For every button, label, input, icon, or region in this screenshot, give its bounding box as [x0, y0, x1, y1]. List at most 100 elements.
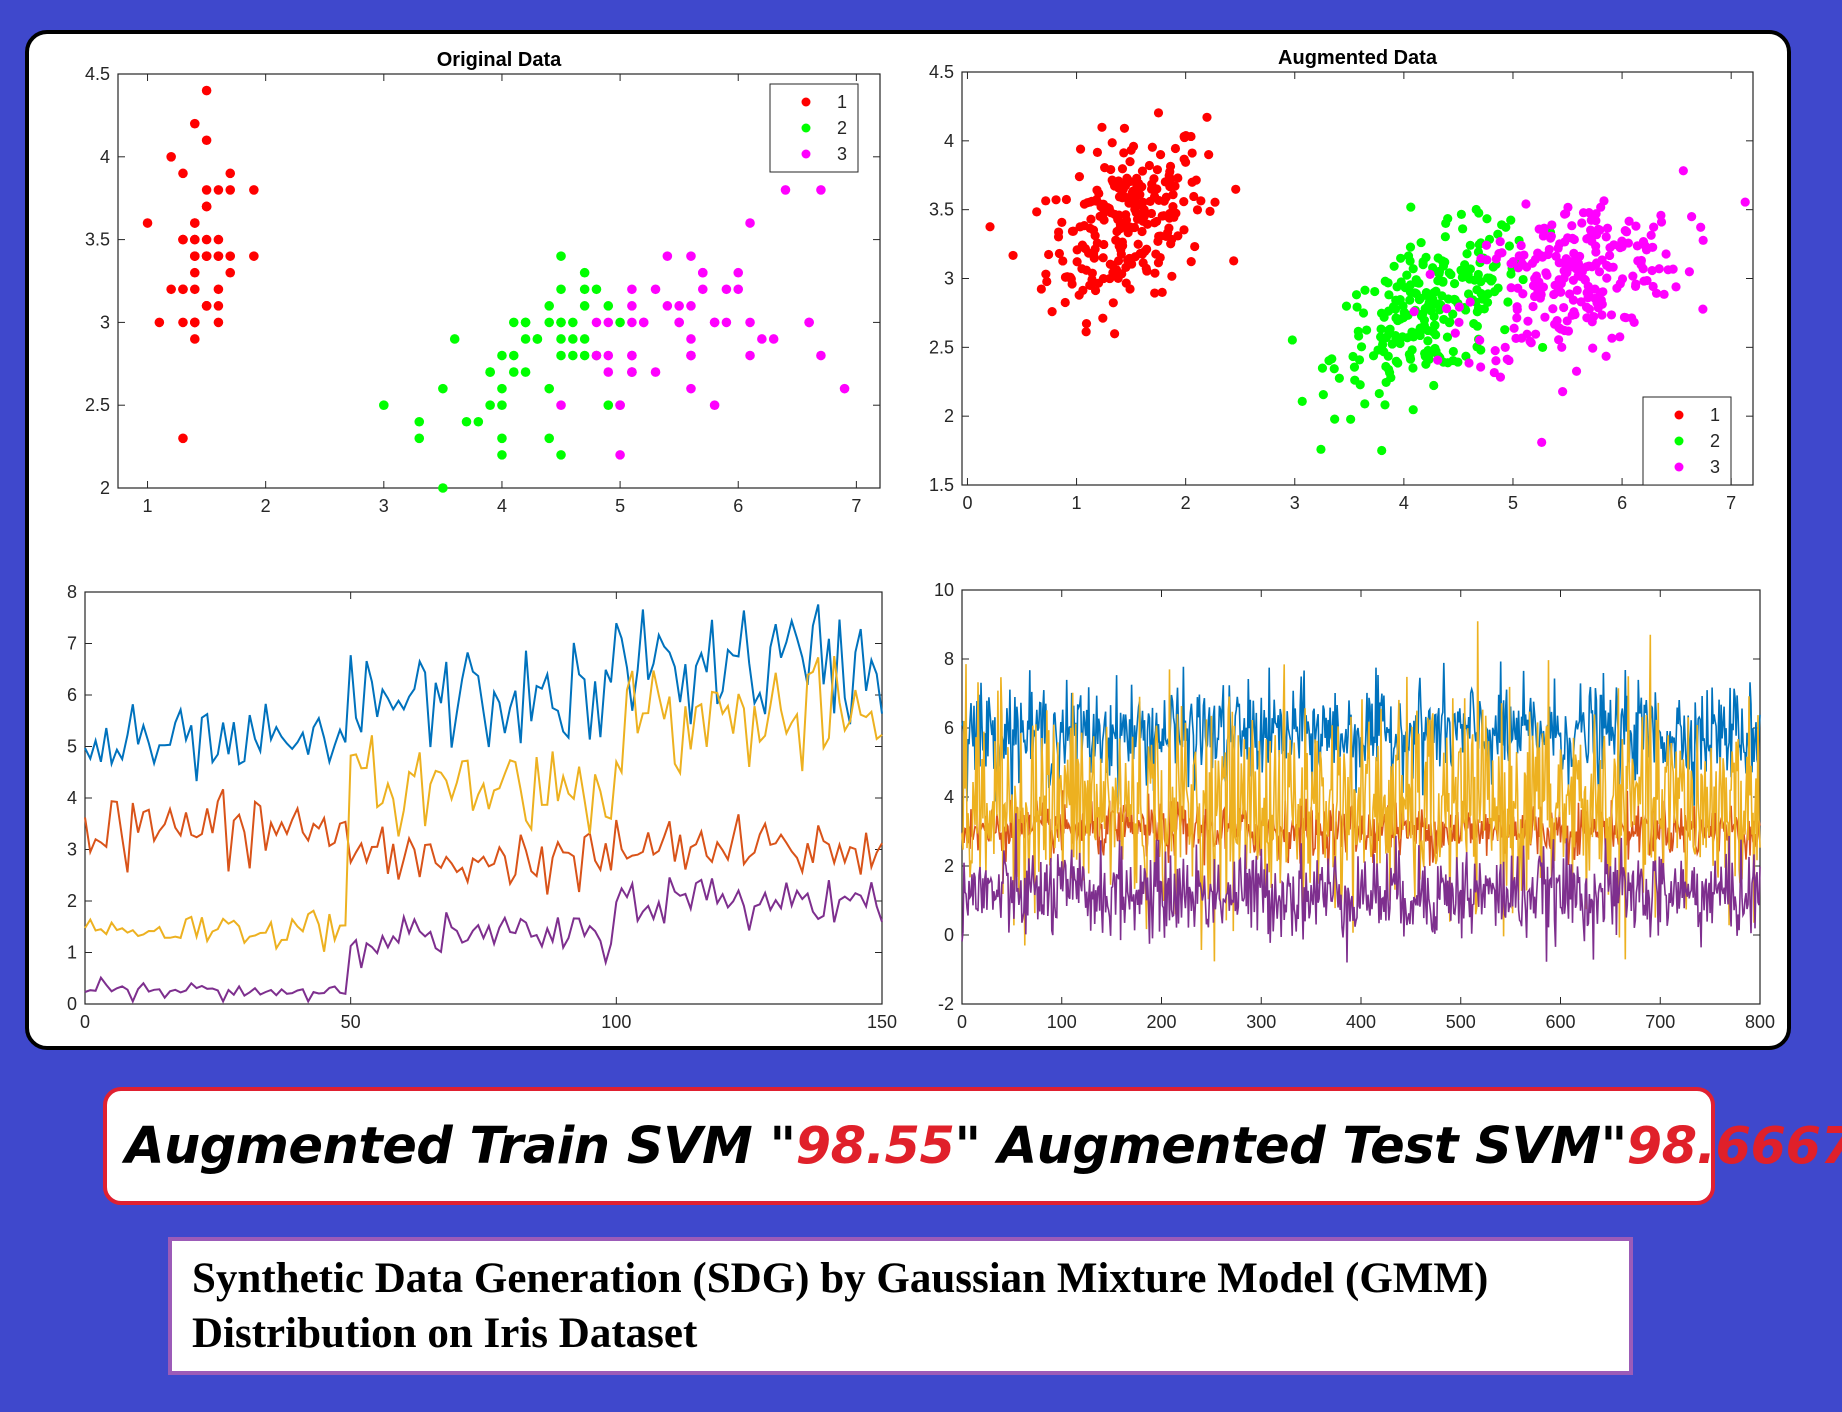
scatter-point — [1476, 277, 1486, 287]
scatter-point — [1485, 273, 1495, 283]
scatter-point — [1623, 238, 1633, 248]
scatter-point — [1509, 323, 1519, 333]
scatter-point — [697, 284, 708, 295]
scatter-point — [1095, 211, 1105, 221]
scatter-point — [1462, 249, 1472, 259]
scatter-point — [1559, 209, 1570, 219]
scatter-point — [1380, 400, 1390, 410]
legend-marker — [801, 123, 811, 133]
scatter-point — [1641, 245, 1652, 255]
scatter-point — [1481, 240, 1492, 250]
scatter-point — [1428, 327, 1438, 337]
scatter-point — [662, 251, 673, 261]
scatter-point — [1551, 251, 1561, 261]
scatter-point — [1113, 256, 1124, 266]
scatter-point — [1668, 264, 1678, 274]
scatter-point — [1384, 290, 1394, 300]
scatter-point — [1153, 236, 1163, 247]
y-tick-label: 3 — [944, 269, 954, 289]
scatter-point — [1330, 414, 1340, 424]
scatter-point — [497, 433, 507, 444]
scatter-point — [627, 301, 637, 311]
scatter-point — [178, 433, 188, 444]
scatter-point — [674, 301, 684, 311]
scatter-point — [1547, 220, 1557, 230]
scatter-point — [154, 317, 165, 328]
scatter-point — [1671, 282, 1681, 292]
scatter-point — [1501, 222, 1511, 232]
scatter-point — [1187, 148, 1197, 158]
scatter-point — [1149, 174, 1159, 184]
scatter-point — [1167, 234, 1177, 245]
scatter-point — [1548, 304, 1558, 314]
scatter-point — [1150, 268, 1160, 278]
scatter-point — [1698, 235, 1708, 245]
scatter-point — [225, 267, 236, 278]
scatter-point — [615, 400, 625, 411]
scatter-point — [1192, 205, 1203, 215]
scatter-point — [1554, 335, 1564, 345]
scatter-point — [1179, 225, 1189, 235]
scatter-point — [568, 334, 578, 344]
scatter-point — [1464, 358, 1474, 368]
scatter-point — [1405, 242, 1416, 252]
scatter-point — [544, 317, 555, 328]
scatter-point — [1121, 215, 1132, 225]
scatter-point — [1068, 226, 1078, 236]
scatter-point — [1362, 325, 1372, 335]
scatter-point — [1099, 239, 1109, 250]
scatter-point — [1556, 324, 1566, 334]
scatter-point — [1091, 196, 1101, 206]
scatter-point — [1656, 210, 1666, 220]
scatter-point — [213, 301, 224, 311]
scatter-point — [1149, 218, 1160, 228]
scatter-point — [1502, 354, 1512, 364]
scatter-point — [1651, 288, 1662, 298]
scatter-point — [1636, 260, 1646, 270]
scatter-point — [1318, 390, 1328, 400]
scatter-point — [189, 218, 200, 228]
scatter-point — [745, 218, 755, 228]
scatter-point — [1130, 204, 1140, 214]
scatter-point — [1098, 199, 1108, 209]
scatter-point — [1358, 308, 1369, 318]
scatter-point — [1316, 444, 1326, 454]
scatter-point — [1517, 259, 1527, 269]
scatter-point — [1329, 364, 1339, 374]
scatter-point — [1032, 207, 1042, 217]
scatter-point — [733, 284, 744, 295]
scatter-point — [1474, 239, 1484, 250]
scatter-point — [1086, 214, 1096, 224]
scatter-point — [213, 234, 224, 245]
scatter-point — [461, 416, 472, 427]
scatter-point — [1210, 197, 1220, 207]
x-tick-label: 7 — [851, 496, 861, 516]
scatter-point — [213, 251, 224, 261]
scatter-point — [1659, 289, 1669, 299]
scatter-point — [225, 168, 236, 179]
scatter-point — [485, 400, 495, 411]
plot-area — [117, 73, 881, 489]
scatter-point — [1081, 319, 1092, 329]
scatter-point — [1164, 170, 1174, 181]
scatter-point — [839, 383, 850, 394]
scatter-point — [213, 317, 224, 328]
scatter-point — [1591, 216, 1601, 226]
scatter-point — [1189, 191, 1199, 202]
scatter-point — [1114, 183, 1124, 193]
scatter-point — [1128, 141, 1139, 152]
scatter-point — [1324, 356, 1334, 366]
scatter-point — [1100, 162, 1110, 173]
scatter-point — [1506, 259, 1516, 269]
scatter-point — [1601, 351, 1611, 361]
scatter-point — [1482, 255, 1492, 265]
scatter-point — [225, 251, 236, 261]
scatter-point — [603, 400, 614, 411]
train-accuracy-value: 98.55 — [795, 1116, 955, 1176]
scatter-point — [1350, 375, 1360, 385]
scatter-point — [1084, 248, 1094, 258]
scatter-point — [1408, 264, 1418, 274]
scatter-point — [1628, 271, 1638, 281]
scatter-point — [379, 400, 389, 411]
scatter-point — [1429, 311, 1439, 322]
